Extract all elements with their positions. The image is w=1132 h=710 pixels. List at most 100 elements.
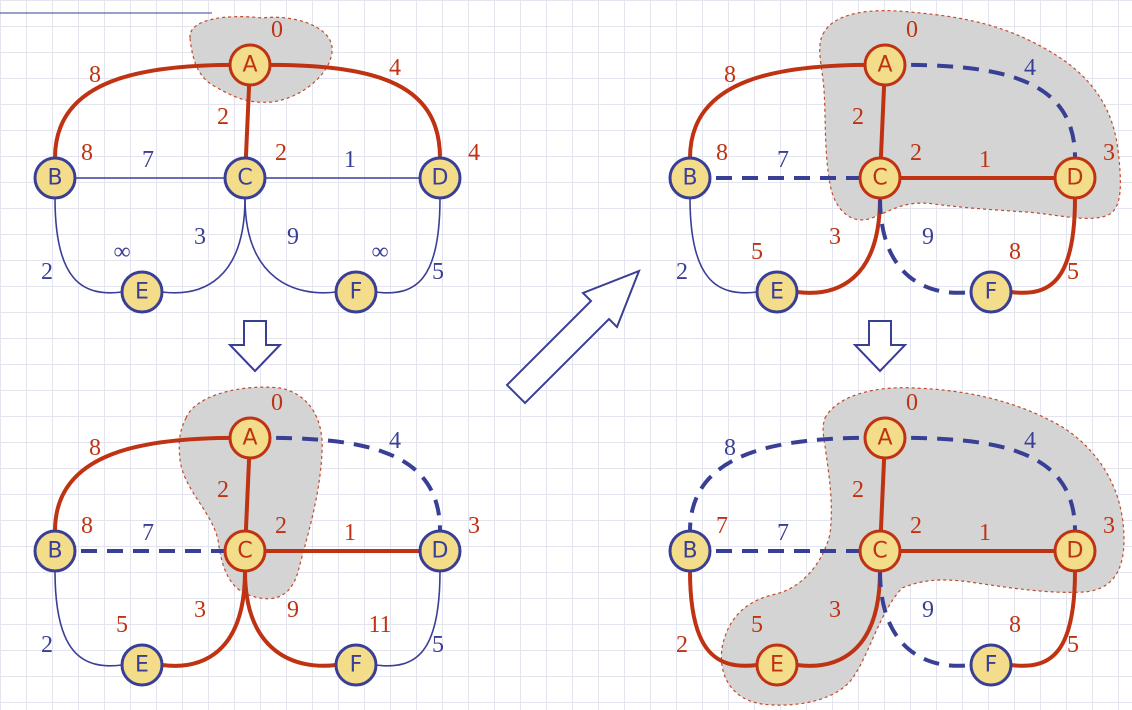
edge-weight-c-f: 9 [922,597,934,623]
edge-weight-a-d: 4 [1024,428,1036,454]
node-label-c: C [237,539,252,564]
edge-c-e [161,570,247,668]
node-distance-e: 5 [751,239,763,265]
node-b [668,156,712,200]
node-distance-a: 0 [271,390,283,416]
node-a [863,416,907,460]
edge-b-e [689,197,758,294]
node-e [120,270,164,314]
edge-weight-d-f: 5 [1067,259,1079,285]
node-distance-c: 2 [275,140,287,166]
node-label-e: E [135,653,149,678]
edge-a-d [884,62,1077,159]
edges-layer: 8 2 4 7 1 2 3 9 5 8 2 4 7 1 2 3 9 5 8 2 4 7 1 2 3 9 5 8 2 4 7 1 2 3 9 5 [41,55,1079,668]
edge-weight-c-d: 1 [979,147,991,173]
edge-b-e [688,570,758,668]
node-c [858,156,902,200]
node-distance-b: 7 [716,513,728,539]
edge-weight-d-f: 5 [432,259,444,285]
edge-weight-a-c: 2 [217,104,229,130]
node-label-e: E [770,280,784,305]
node-distance-d: 3 [1103,140,1115,166]
edge-c-e [796,197,882,295]
node-label-b: B [682,166,697,191]
node-label-b: B [682,539,697,564]
node-distance-c: 2 [910,140,922,166]
node-label-a: A [242,53,257,78]
node-label-e: E [770,653,784,678]
edge-weight-b-e: 2 [676,632,688,658]
edge-weight-c-f: 9 [922,224,934,250]
edge-c-e [796,570,882,668]
node-distance-b: 8 [716,140,728,166]
node-distance-a: 0 [271,17,283,43]
node-e [755,270,799,314]
node-distance-d: 3 [1103,513,1115,539]
edge-d-f [1010,197,1077,295]
edge-weight-a-b: 8 [89,435,101,461]
edge-c-f [878,570,972,668]
node-distance-b: 8 [81,140,93,166]
edge-weight-c-f: 9 [287,597,299,623]
edge-weight-c-d: 1 [344,520,356,546]
node-label-c: C [872,166,887,191]
node-label-c: C [237,166,252,191]
edge-b-e [54,197,123,294]
node-distance-a: 0 [906,390,918,416]
edge-weight-c-f: 9 [287,224,299,250]
clouds-layer [178,10,1125,706]
node-label-f: F [350,280,363,305]
down-arrow-icon [227,320,283,373]
edge-weight-a-d: 4 [1024,55,1036,81]
edge-a-d [249,435,442,532]
down-arrow-icon [852,320,908,373]
node-distance-d: 3 [468,513,480,539]
edge-a-d [884,435,1077,532]
edge-weight-c-e: 3 [829,224,841,250]
node-distance-f: 11 [368,612,391,638]
node-label-f: F [985,653,998,678]
edge-c-f [244,197,337,294]
node-a [863,43,907,87]
edge-a-b [53,62,251,159]
node-label-f: F [350,653,363,678]
edge-d-f [375,570,441,667]
node-label-d: D [1067,166,1084,191]
edge-weight-c-e: 3 [829,597,841,623]
node-label-d: D [432,166,449,191]
node-f [334,270,378,314]
node-distance-f: 8 [1009,239,1021,265]
edge-weight-b-c: 7 [777,147,789,173]
node-label-d: D [432,539,449,564]
node-b [668,529,712,573]
edge-weight-d-f: 5 [1067,632,1079,658]
edge-weight-a-d: 4 [389,428,401,454]
edge-d-f [1010,570,1077,668]
edge-d-f [375,197,441,294]
edge-weight-d-f: 5 [432,632,444,658]
edge-b-e [54,570,123,667]
node-b [33,529,77,573]
node-a [228,416,272,460]
node-e [120,643,164,687]
processed-region-cloud [720,387,1125,706]
node-c [223,156,267,200]
edge-c-e [161,197,246,294]
node-label-a: A [877,426,892,451]
node-distance-a: 0 [906,17,918,43]
edge-weight-a-c: 2 [852,104,864,130]
node-d [1053,156,1097,200]
node-label-b: B [47,166,62,191]
node-e [755,643,799,687]
edge-weight-b-e: 2 [41,632,53,658]
edge-weight-c-d: 1 [979,520,991,546]
edge-weight-a-d: 4 [389,55,401,81]
edge-weight-a-b: 8 [89,62,101,88]
node-d [418,156,462,200]
node-f [334,643,378,687]
